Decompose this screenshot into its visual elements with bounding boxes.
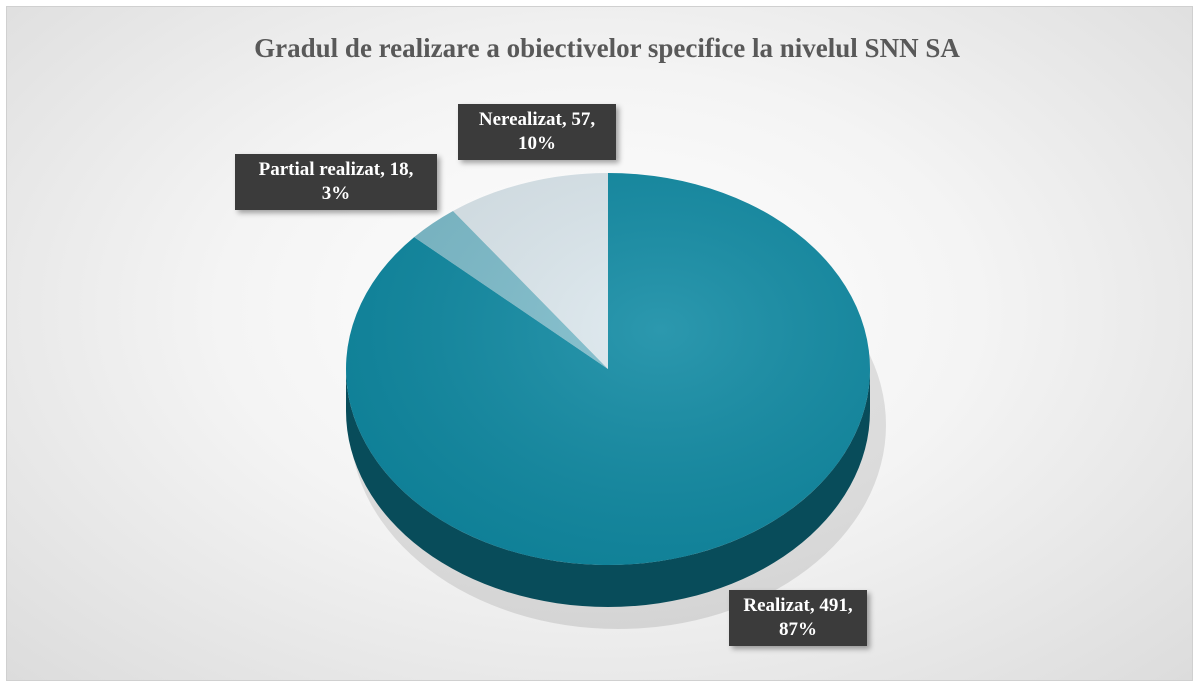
- highlight: [346, 173, 870, 565]
- pie-area: [345, 173, 886, 629]
- chart: Gradul de realizare a obiectivelor speci…: [6, 6, 1193, 681]
- data-label: Nerealizat, 57, 10%: [458, 104, 616, 160]
- data-label: Partial realizat, 18, 3%: [235, 154, 437, 210]
- pie-side: [346, 369, 870, 607]
- data-label: Realizat, 491, 87%: [729, 590, 867, 646]
- chart-title: Gradul de realizare a obiectivelor speci…: [254, 33, 960, 63]
